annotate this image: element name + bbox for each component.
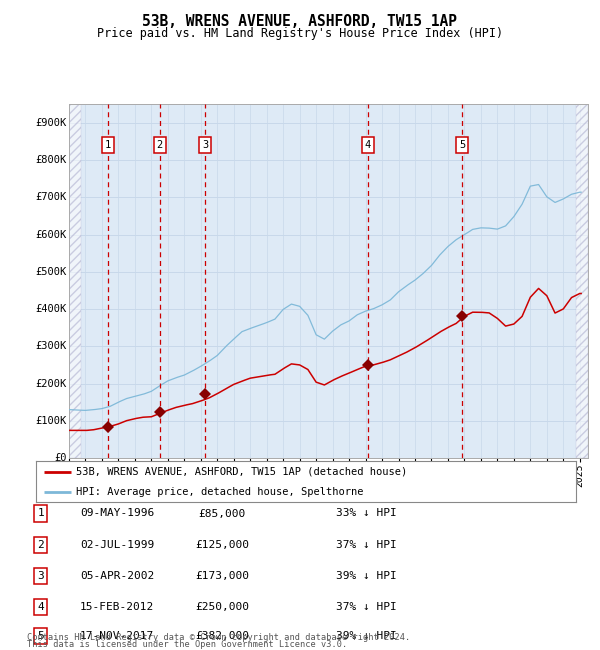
Text: £250,000: £250,000 xyxy=(195,602,249,612)
Text: £900K: £900K xyxy=(35,118,67,127)
Text: 39% ↓ HPI: 39% ↓ HPI xyxy=(336,630,397,641)
Text: £200K: £200K xyxy=(35,379,67,389)
Text: 33% ↓ HPI: 33% ↓ HPI xyxy=(336,508,397,519)
Text: 3: 3 xyxy=(202,140,208,150)
Text: £85,000: £85,000 xyxy=(199,508,245,519)
Text: £800K: £800K xyxy=(35,155,67,165)
Text: 4: 4 xyxy=(37,602,44,612)
Text: 53B, WRENS AVENUE, ASHFORD, TW15 1AP (detached house): 53B, WRENS AVENUE, ASHFORD, TW15 1AP (de… xyxy=(77,467,408,476)
Text: £125,000: £125,000 xyxy=(195,540,249,550)
Text: 37% ↓ HPI: 37% ↓ HPI xyxy=(336,602,397,612)
Text: 53B, WRENS AVENUE, ASHFORD, TW15 1AP: 53B, WRENS AVENUE, ASHFORD, TW15 1AP xyxy=(143,14,458,29)
Text: Contains HM Land Registry data © Crown copyright and database right 2024.: Contains HM Land Registry data © Crown c… xyxy=(27,632,410,642)
Text: 5: 5 xyxy=(37,630,44,641)
Text: 05-APR-2002: 05-APR-2002 xyxy=(80,571,154,581)
Text: 37% ↓ HPI: 37% ↓ HPI xyxy=(336,540,397,550)
Text: 5: 5 xyxy=(460,140,466,150)
Text: £600K: £600K xyxy=(35,229,67,239)
Text: £500K: £500K xyxy=(35,266,67,277)
Text: £382,000: £382,000 xyxy=(195,630,249,641)
Text: £173,000: £173,000 xyxy=(195,571,249,581)
Text: 02-JUL-1999: 02-JUL-1999 xyxy=(80,540,154,550)
Text: 3: 3 xyxy=(37,571,44,581)
Text: £400K: £400K xyxy=(35,304,67,314)
Text: £100K: £100K xyxy=(35,416,67,426)
Text: 2: 2 xyxy=(157,140,163,150)
Text: 39% ↓ HPI: 39% ↓ HPI xyxy=(336,571,397,581)
Text: This data is licensed under the Open Government Licence v3.0.: This data is licensed under the Open Gov… xyxy=(27,640,347,649)
Text: 4: 4 xyxy=(365,140,371,150)
Text: 17-NOV-2017: 17-NOV-2017 xyxy=(80,630,154,641)
Text: 09-MAY-1996: 09-MAY-1996 xyxy=(80,508,154,519)
Text: 1: 1 xyxy=(105,140,111,150)
Text: £300K: £300K xyxy=(35,341,67,352)
Text: 15-FEB-2012: 15-FEB-2012 xyxy=(80,602,154,612)
Text: £700K: £700K xyxy=(35,192,67,202)
Text: HPI: Average price, detached house, Spelthorne: HPI: Average price, detached house, Spel… xyxy=(77,487,364,497)
Text: Price paid vs. HM Land Registry's House Price Index (HPI): Price paid vs. HM Land Registry's House … xyxy=(97,27,503,40)
Text: 1: 1 xyxy=(37,508,44,519)
Text: £0: £0 xyxy=(54,453,67,463)
Text: 2: 2 xyxy=(37,540,44,550)
